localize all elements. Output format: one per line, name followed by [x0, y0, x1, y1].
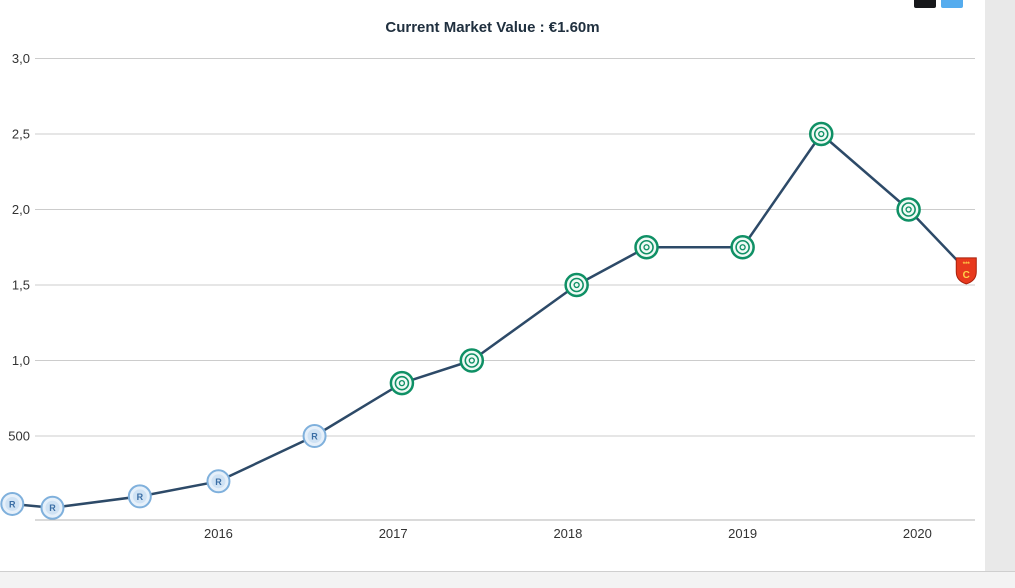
blue-crest-letter: R: [215, 477, 222, 487]
blue-crest-marker[interactable]: R: [127, 484, 152, 509]
market-value-line: [11, 132, 968, 509]
green-crest-marker[interactable]: [634, 235, 659, 260]
y-tick-label: 1,0: [12, 353, 30, 368]
blue-crest-letter: R: [137, 492, 144, 502]
y-tick-label: 3,0: [12, 51, 30, 66]
chart-title: Current Market Value : €1.60m: [385, 19, 600, 36]
y-tick-label: 2,5: [12, 127, 30, 142]
blue-crest-marker[interactable]: R: [302, 424, 327, 448]
market-value-line-chart[interactable]: 3,0 2,5 2,0 1,5 1,0 500 2016 2017 2018 2019 2020 R R…: [0, 0, 985, 555]
green-crest-marker[interactable]: [808, 121, 834, 147]
footer-strip: [0, 571, 1015, 588]
share-twitter-icon[interactable]: [941, 0, 963, 8]
y-tick-label: 500: [8, 429, 30, 444]
green-crest-marker[interactable]: [730, 235, 755, 260]
share-x-icon[interactable]: [914, 0, 936, 8]
red-shield-marker[interactable]: *** C: [955, 257, 977, 285]
x-tick-label: 2018: [553, 526, 582, 541]
x-tick-label: 2017: [379, 526, 408, 541]
x-tick-label: 2019: [728, 526, 757, 541]
blue-crest-letter: R: [49, 503, 56, 513]
blue-crest-marker[interactable]: R: [40, 495, 65, 520]
blue-crest-letter: R: [311, 432, 318, 442]
blue-crest-marker[interactable]: R: [206, 469, 231, 494]
green-crest-marker[interactable]: [389, 370, 415, 396]
y-tick-label: 2,0: [12, 202, 30, 217]
green-crest-marker[interactable]: [564, 272, 589, 298]
share-buttons: [914, 0, 963, 8]
x-tick-label: 2016: [204, 526, 233, 541]
green-crest-marker[interactable]: [896, 197, 921, 222]
y-tick-label: 1,5: [12, 278, 30, 293]
x-tick-label: 2020: [903, 526, 932, 541]
red-shield-stars: ***: [963, 262, 971, 268]
blue-crest-marker[interactable]: R: [0, 491, 25, 516]
market-value-chart-card: Current Market Value : €1.60m 3,0 2,5 2,0 1…: [0, 0, 985, 571]
red-shield-letter: C: [963, 270, 970, 281]
green-crest-marker[interactable]: [459, 348, 485, 373]
blue-crest-letter: R: [9, 499, 16, 509]
